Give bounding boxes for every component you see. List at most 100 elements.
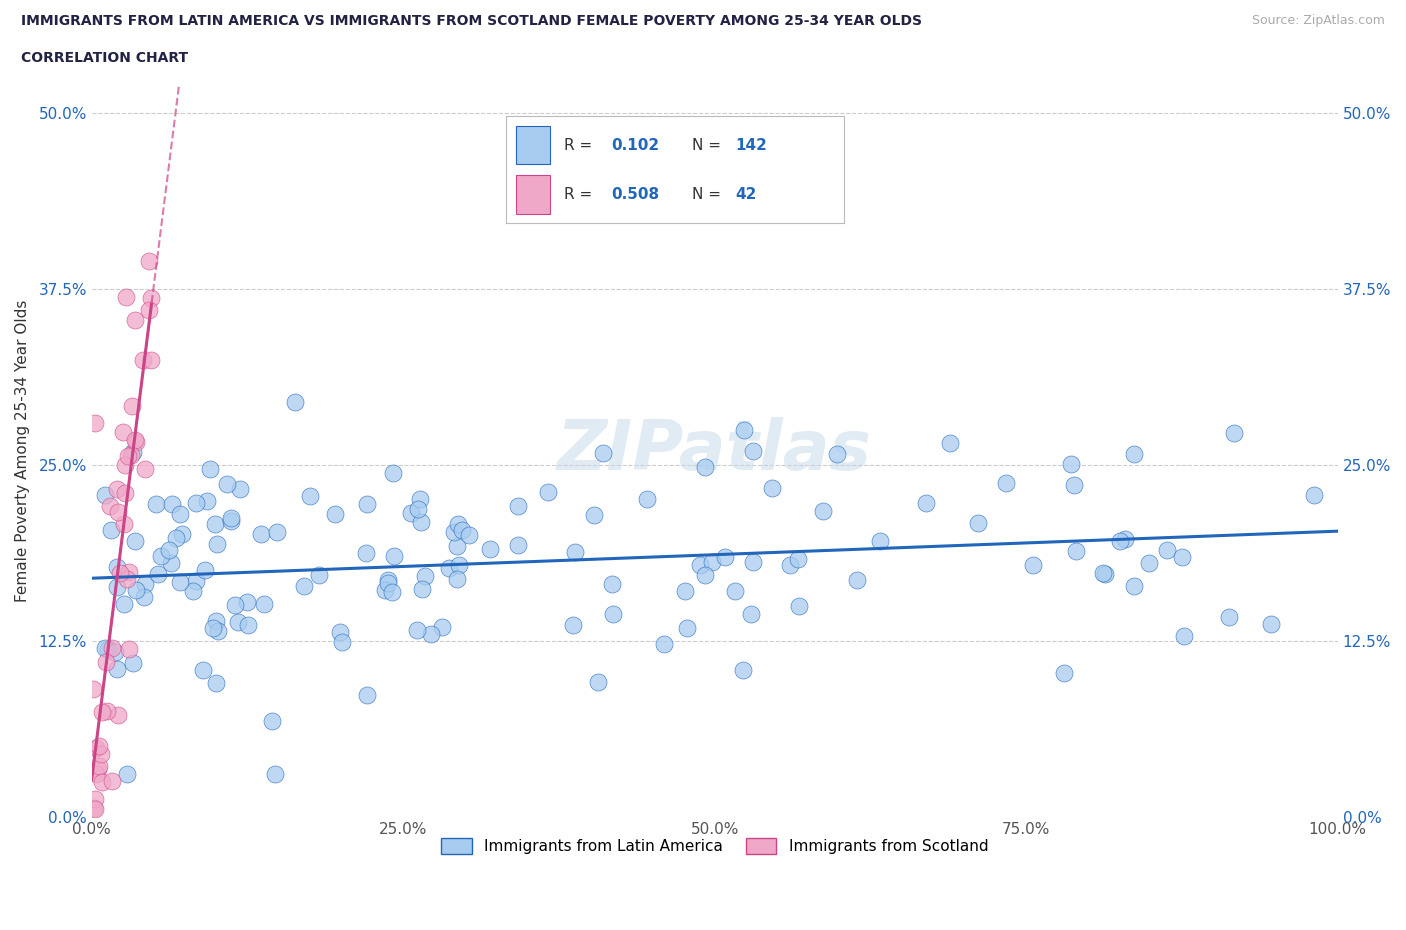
Point: [693, 460, 716, 475]
Point: [260, 713, 283, 728]
Point: [114, 458, 136, 472]
Point: [145, 497, 167, 512]
Point: [406, 501, 429, 516]
Point: [195, 493, 218, 508]
Point: [87, 758, 110, 773]
Text: 0.508: 0.508: [610, 187, 659, 202]
Point: [124, 432, 146, 447]
Point: [134, 577, 156, 591]
Point: [100, 522, 122, 537]
Point: [966, 516, 988, 531]
Point: [83, 801, 105, 816]
Point: [600, 577, 623, 591]
Point: [308, 567, 330, 582]
Point: [96, 704, 118, 719]
Point: [447, 558, 470, 573]
Point: [602, 606, 624, 621]
Point: [91, 704, 114, 719]
Point: [673, 584, 696, 599]
Text: Source: ZipAtlas.com: Source: ZipAtlas.com: [1251, 14, 1385, 27]
Point: [84, 415, 107, 430]
Point: [118, 642, 141, 657]
Point: [731, 663, 754, 678]
Point: [382, 549, 405, 564]
Point: [652, 636, 675, 651]
Point: [561, 618, 583, 632]
Point: [202, 621, 225, 636]
Point: [377, 573, 399, 588]
Point: [284, 394, 307, 409]
Text: 42: 42: [735, 187, 756, 202]
Point: [443, 525, 465, 539]
Point: [869, 534, 891, 549]
Point: [382, 465, 405, 480]
Point: [107, 708, 129, 723]
Point: [1060, 457, 1083, 472]
Point: [1137, 556, 1160, 571]
Point: [457, 527, 479, 542]
Point: [121, 399, 143, 414]
Point: [447, 517, 470, 532]
Point: [356, 687, 378, 702]
Point: [713, 550, 735, 565]
Point: [204, 613, 226, 628]
Point: [1222, 426, 1244, 441]
Point: [224, 598, 246, 613]
Text: N =: N =: [692, 187, 721, 202]
Point: [1114, 531, 1136, 546]
Point: [148, 567, 170, 582]
Point: [409, 514, 432, 529]
Point: [221, 513, 243, 528]
Point: [1173, 629, 1195, 644]
Point: [939, 435, 962, 450]
Point: [354, 546, 377, 561]
Point: [186, 573, 208, 588]
Point: [105, 661, 128, 676]
Point: [138, 302, 160, 317]
Point: [915, 496, 938, 511]
Text: CORRELATION CHART: CORRELATION CHART: [21, 51, 188, 65]
Point: [693, 567, 716, 582]
Point: [825, 446, 848, 461]
Point: [160, 555, 183, 570]
Point: [125, 583, 148, 598]
Point: [169, 507, 191, 522]
Point: [399, 505, 422, 520]
Point: [786, 551, 808, 566]
Point: [108, 565, 131, 580]
Point: [229, 482, 252, 497]
Point: [266, 525, 288, 539]
Point: [1123, 447, 1146, 462]
Point: [1218, 610, 1240, 625]
Point: [506, 538, 529, 552]
Point: [413, 568, 436, 583]
Point: [112, 425, 135, 440]
Point: [217, 476, 239, 491]
Point: [112, 597, 135, 612]
Point: [114, 485, 136, 500]
Point: [124, 534, 146, 549]
Point: [742, 444, 765, 458]
Legend: Immigrants from Latin America, Immigrants from Scotland: Immigrants from Latin America, Immigrant…: [434, 832, 994, 860]
Point: [1094, 566, 1116, 581]
Point: [107, 504, 129, 519]
FancyBboxPatch shape: [516, 126, 550, 165]
Point: [98, 498, 121, 513]
Point: [1053, 665, 1076, 680]
Point: [1156, 543, 1178, 558]
Point: [117, 449, 139, 464]
Point: [120, 448, 142, 463]
Point: [298, 488, 321, 503]
Point: [204, 516, 226, 531]
Point: [733, 423, 755, 438]
Point: [149, 548, 172, 563]
Point: [1123, 578, 1146, 593]
Point: [411, 581, 433, 596]
Point: [124, 434, 146, 449]
Point: [741, 555, 763, 570]
Point: [636, 491, 658, 506]
Text: IMMIGRANTS FROM LATIN AMERICA VS IMMIGRANTS FROM SCOTLAND FEMALE POVERTY AMONG 2: IMMIGRANTS FROM LATIN AMERICA VS IMMIGRA…: [21, 14, 922, 28]
Point: [1064, 544, 1087, 559]
Point: [105, 482, 128, 497]
Point: [107, 580, 129, 595]
